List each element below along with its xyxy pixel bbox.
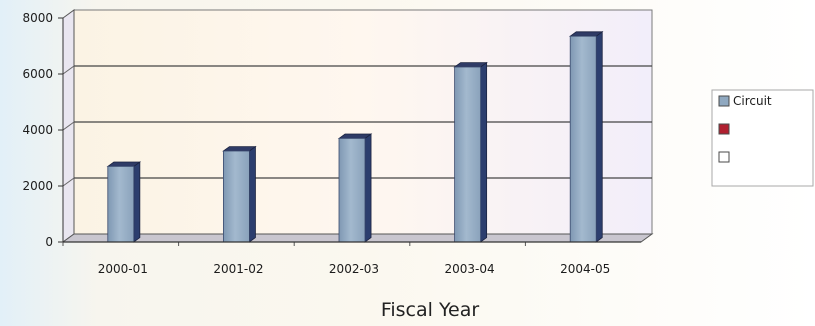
legend-entry: Circuit [718, 94, 772, 108]
bar [337, 133, 373, 243]
x-tick-label: 2002-03 [329, 262, 379, 276]
bar [453, 61, 488, 243]
y-tick-label: 0 [45, 235, 53, 249]
bar-side [480, 61, 488, 243]
bar-front [454, 66, 482, 243]
bar-top [222, 146, 257, 152]
bar [568, 31, 604, 243]
y-tick-label: 6000 [22, 67, 53, 81]
bar-front [569, 35, 597, 243]
x-tick-label: 2001-02 [213, 262, 263, 276]
legend: Circuit [711, 89, 814, 187]
x-axis-title: Fiscal Year [381, 299, 480, 321]
legend-swatch [718, 95, 730, 107]
x-tick-label: 2000-01 [98, 262, 148, 276]
y-tick-label: 2000 [22, 179, 53, 193]
bar-side [133, 161, 141, 243]
bar-top [453, 62, 488, 68]
bar-top [337, 133, 373, 139]
legend-entry [718, 151, 730, 163]
gridline-side [62, 177, 75, 187]
y-tick-label: 8000 [22, 11, 53, 25]
gridline-side [62, 121, 75, 131]
x-axis: 2000-01 2001-02 2002-03 2003-04 2004-05 [62, 241, 641, 276]
bar-front [107, 165, 135, 243]
bar-side [364, 133, 372, 243]
x-tick-label: 2004-05 [560, 262, 610, 276]
bar-front [222, 150, 250, 243]
bar-front [338, 137, 366, 243]
bar-side [248, 145, 256, 243]
x-tick-label: 2003-04 [445, 262, 495, 276]
bar-top [106, 161, 142, 167]
legend-swatch [718, 123, 730, 135]
bar [106, 161, 142, 243]
y-tick-label: 4000 [22, 123, 53, 137]
legend-entry [718, 123, 730, 135]
bar [222, 145, 257, 243]
bar-top [568, 31, 604, 37]
gridline-side [62, 65, 75, 75]
legend-swatch [718, 151, 730, 163]
legend-label: Circuit [733, 94, 772, 108]
bar-side [595, 31, 603, 243]
y-axis: 0 2000 4000 6000 8000 [22, 11, 64, 249]
